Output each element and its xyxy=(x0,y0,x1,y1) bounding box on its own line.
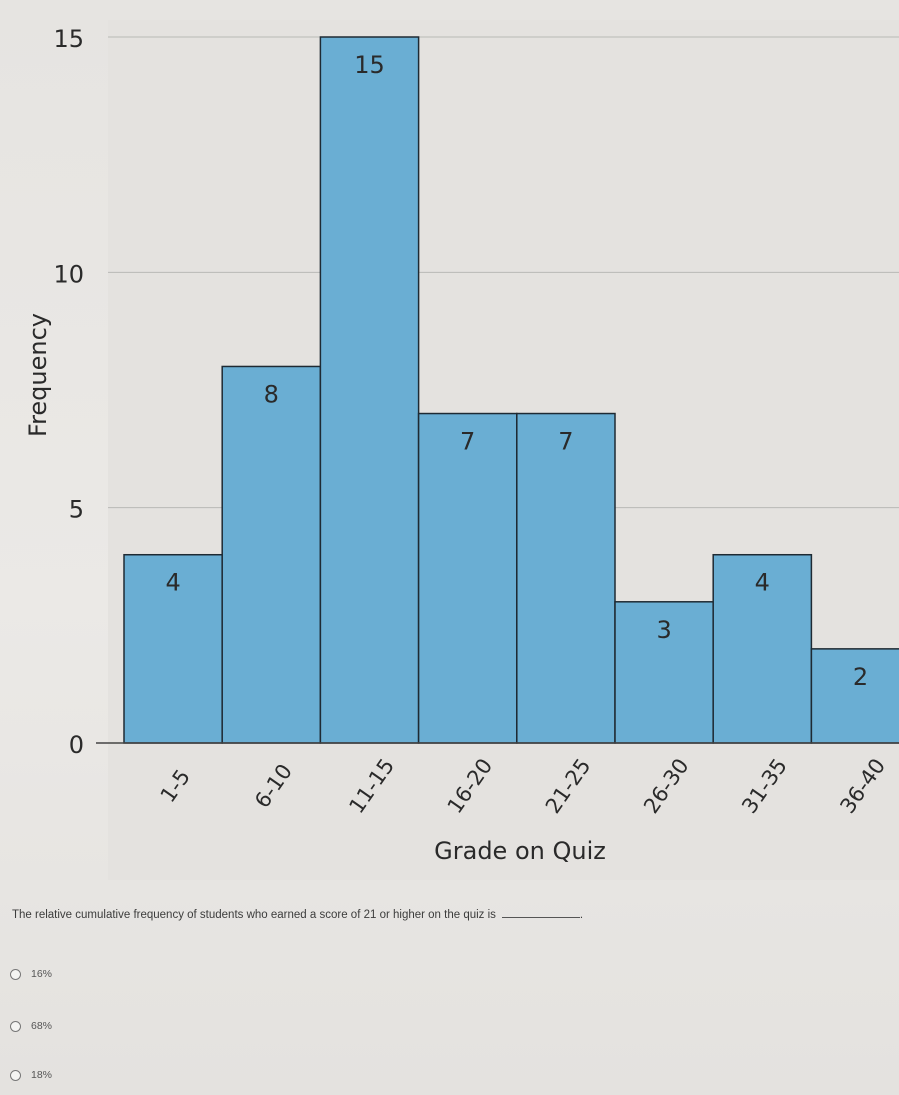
option-16-percent[interactable]: 16% xyxy=(10,968,52,980)
radio-button[interactable] xyxy=(10,968,21,980)
option-18-percent[interactable]: 18% xyxy=(10,1069,52,1081)
bar-value-label: 4 xyxy=(165,569,180,597)
bar-value-label: 8 xyxy=(264,380,279,408)
bar-value-label: 3 xyxy=(656,616,671,644)
bar xyxy=(810,648,899,744)
question-text: The relative cumulative frequency of stu… xyxy=(12,909,584,921)
answer-blank xyxy=(501,917,580,918)
x-axis-label: Grade on Quiz xyxy=(434,837,606,865)
y-tick-label: 15 xyxy=(53,25,84,53)
option-68-percent[interactable]: 68% xyxy=(10,1020,52,1032)
bar-value-label: 15 xyxy=(354,51,385,79)
option-label: 18% xyxy=(31,1069,53,1081)
y-tick-label: 10 xyxy=(53,260,84,288)
y-axis-label: Frequency xyxy=(24,313,52,437)
histogram-chart: 051015Frequency41-586-101511-15716-20721… xyxy=(24,25,899,865)
bar xyxy=(712,553,813,744)
bar xyxy=(516,412,616,744)
bar-value-label: 4 xyxy=(755,569,770,597)
option-label: 16% xyxy=(31,968,53,980)
y-tick-label: 0 xyxy=(69,731,84,759)
radio-button[interactable] xyxy=(10,1069,21,1081)
option-label: 68% xyxy=(31,1020,53,1032)
bar xyxy=(221,365,322,744)
y-tick-label: 5 xyxy=(69,496,84,524)
bar-value-label: 7 xyxy=(558,428,573,456)
bar xyxy=(417,412,518,744)
bar xyxy=(319,36,420,744)
bar-value-label: 2 xyxy=(853,663,868,691)
bar-value-label: 7 xyxy=(460,428,475,456)
radio-button[interactable] xyxy=(10,1020,21,1032)
question-prompt: The relative cumulative frequency of stu… xyxy=(12,909,496,921)
